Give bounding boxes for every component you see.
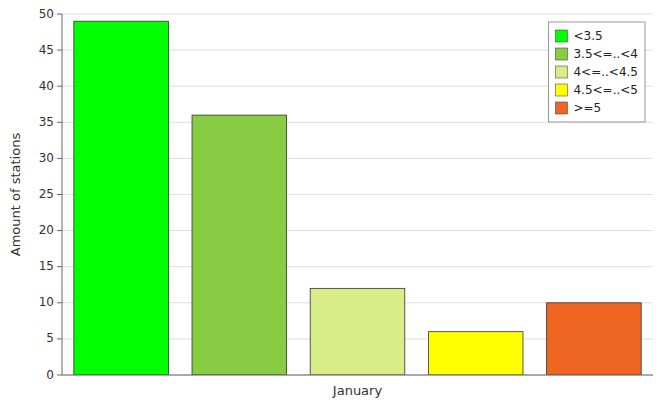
legend-swatch: [555, 66, 567, 78]
bar: [74, 21, 169, 375]
y-tick-label: 45: [39, 43, 54, 57]
bar: [310, 288, 405, 375]
y-tick: [57, 375, 62, 376]
y-tick-label: 15: [39, 259, 54, 273]
y-tick-label: 50: [39, 7, 54, 21]
bar: [192, 115, 287, 375]
y-tick-label: 10: [39, 295, 54, 309]
legend-label: >=5: [573, 101, 601, 115]
grid-line: [62, 375, 653, 376]
legend-label: 3.5<=..<4: [573, 47, 638, 61]
y-tick-label: 35: [39, 115, 54, 129]
y-tick-label: 0: [46, 368, 54, 382]
y-tick: [57, 158, 62, 159]
legend-swatch: [555, 84, 567, 96]
y-tick-label: 20: [39, 223, 54, 237]
legend: <3.5 3.5<=..<4 4<=..<4.5 4.5<=..<5 >=5: [548, 22, 645, 122]
y-tick: [57, 266, 62, 267]
y-tick: [57, 194, 62, 195]
legend-label: <3.5: [573, 29, 602, 43]
y-tick-label: 40: [39, 79, 54, 93]
grid: [62, 14, 653, 375]
bar: [428, 332, 523, 375]
legend-label: 4.5<=..<5: [573, 83, 638, 97]
y-tick-label: 30: [39, 151, 54, 165]
y-tick-label: 25: [39, 187, 54, 201]
y-tick: [57, 338, 62, 339]
y-axis: 0 5 10 15 20 25 30 35 40 45 50: [39, 7, 62, 382]
legend-label: 4<=..<4.5: [573, 65, 638, 79]
y-tick: [57, 230, 62, 231]
bar: [547, 303, 642, 375]
bars: [74, 21, 641, 375]
x-category-label: January: [332, 383, 383, 398]
legend-swatch: [555, 102, 567, 114]
legend-box: [548, 22, 645, 122]
legend-swatch: [555, 30, 567, 42]
y-tick: [57, 86, 62, 87]
y-axis-label: Amount of stations: [8, 133, 23, 257]
y-tick: [57, 302, 62, 303]
y-tick: [57, 122, 62, 123]
y-tick-label: 5: [46, 331, 54, 345]
y-tick: [57, 14, 62, 15]
y-tick: [57, 50, 62, 51]
legend-swatch: [555, 48, 567, 60]
grid-line: [62, 14, 653, 15]
y-axis-line: [62, 14, 63, 375]
chart: 0 5 10 15 20 25 30 35 40 45 50 January Amount of sta…: [0, 0, 667, 415]
x-axis-line: [62, 375, 653, 376]
